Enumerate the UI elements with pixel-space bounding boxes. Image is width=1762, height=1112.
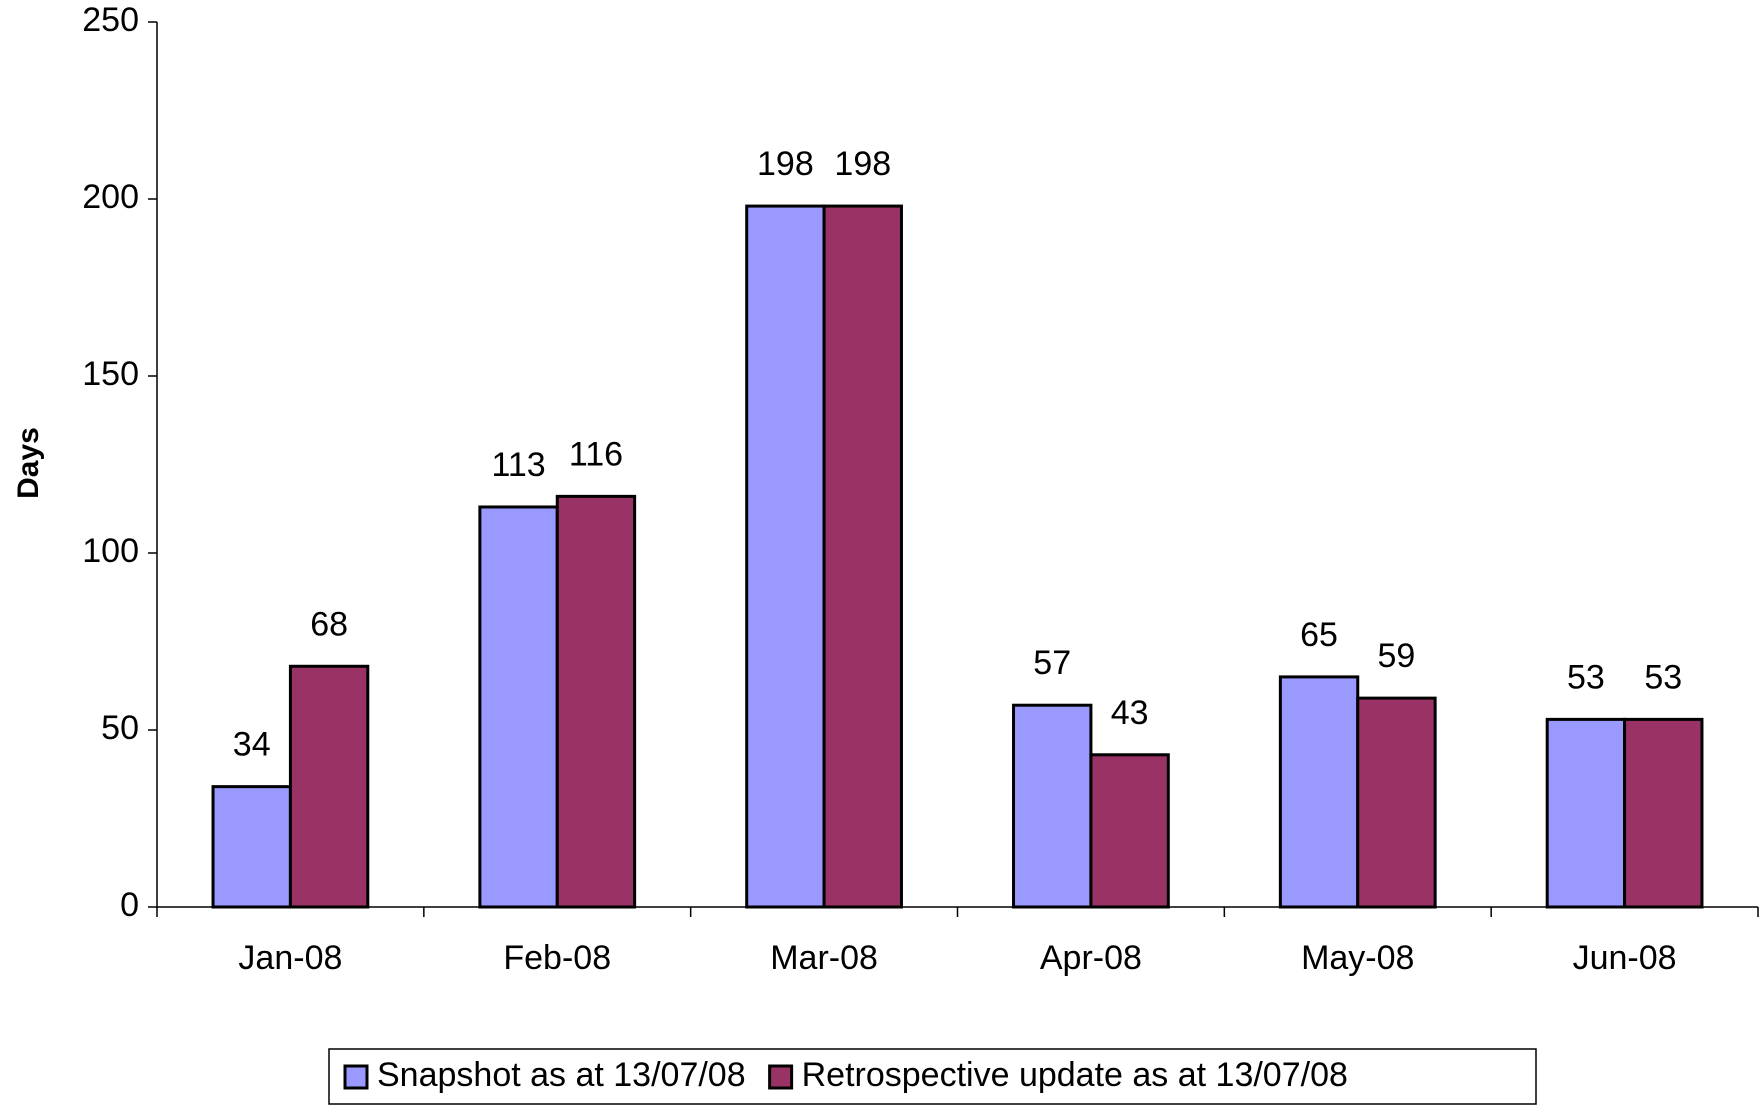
y-tick-label: 100 (82, 532, 139, 570)
bar (822, 204, 903, 909)
y-axis-label: Days (12, 427, 45, 499)
legend-swatch (343, 1064, 369, 1090)
data-label: 116 (569, 435, 623, 473)
x-tick-label: May-08 (1301, 939, 1414, 977)
y-tick-label: 250 (82, 1, 139, 39)
bar (211, 785, 292, 909)
y-tick-label: 0 (120, 886, 139, 924)
data-label: 43 (1111, 694, 1149, 732)
x-tick-label: Apr-08 (1040, 939, 1142, 977)
bar (555, 494, 637, 909)
y-tick-label: 200 (82, 178, 139, 216)
bar (1356, 696, 1437, 909)
bar (745, 204, 826, 909)
data-label: 68 (310, 605, 348, 643)
bar (1545, 717, 1627, 909)
legend-label: Snapshot as at 13/07/08 (377, 1056, 746, 1094)
data-label: 57 (1033, 644, 1071, 682)
legend-box (328, 1048, 1537, 1105)
data-label: 198 (834, 145, 891, 183)
bar (478, 505, 559, 909)
bar (1012, 703, 1093, 909)
data-label: 34 (233, 726, 271, 764)
bar (288, 664, 370, 909)
data-label: 113 (491, 446, 545, 484)
bar (1089, 753, 1170, 909)
data-label: 65 (1300, 616, 1338, 654)
data-label: 198 (757, 145, 814, 183)
data-label: 53 (1567, 658, 1605, 696)
y-tick-label: 150 (82, 355, 139, 393)
x-tick-label: Mar-08 (770, 939, 878, 977)
data-label: 53 (1644, 658, 1682, 696)
bar (1278, 675, 1360, 909)
y-tick-label: 50 (101, 709, 139, 747)
data-label: 59 (1378, 637, 1416, 675)
x-tick-label: Jun-08 (1573, 939, 1677, 977)
bar (1623, 717, 1704, 909)
x-tick-label: Feb-08 (503, 939, 611, 977)
x-tick-label: Jan-08 (238, 939, 342, 977)
legend-label: Retrospective update as at 13/07/08 (802, 1056, 1348, 1094)
legend-swatch (768, 1064, 794, 1090)
